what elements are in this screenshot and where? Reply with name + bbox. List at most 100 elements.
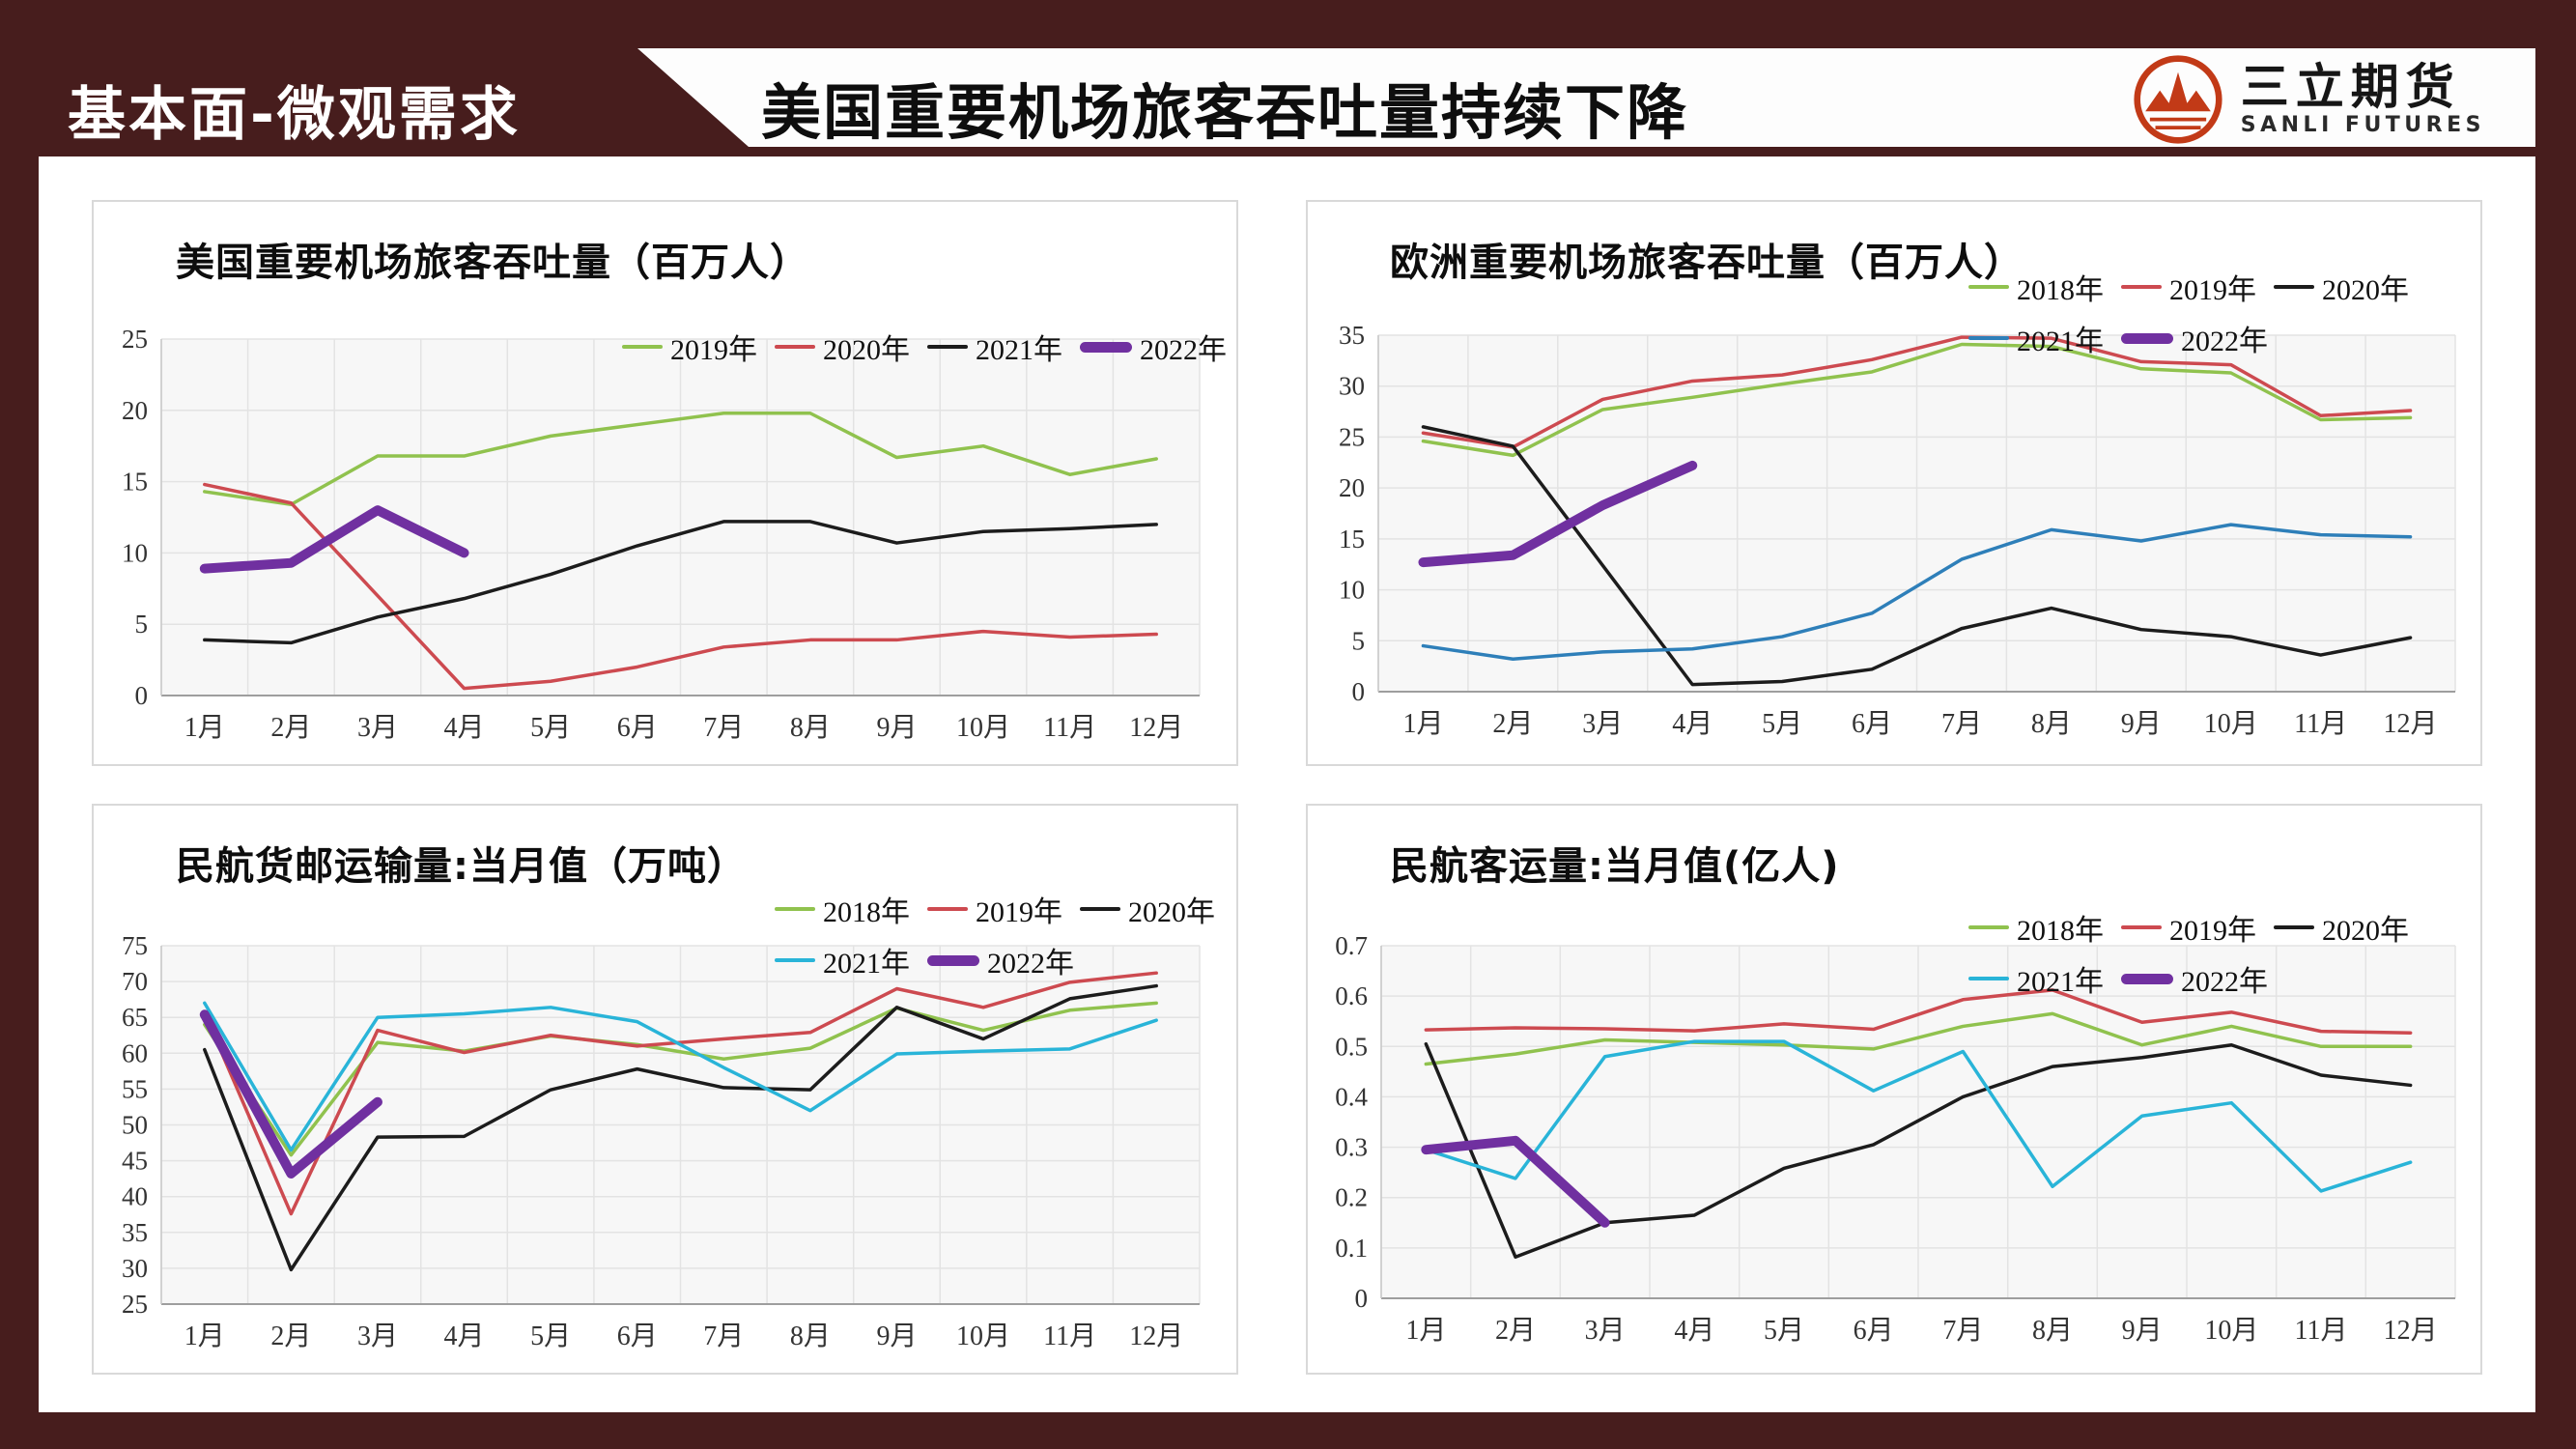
legend-item-2018: 2018年: [1968, 266, 2104, 308]
legend-item-2022: 2022年: [1080, 326, 1227, 368]
svg-text:12月: 12月: [2384, 1316, 2438, 1346]
chart-title: 欧洲重要机场旅客吞吐量（百万人）: [1390, 241, 2024, 285]
chart-card-air-cargo: 民航货邮运输量:当月值（万吨） 25 30 35 40 45 50 55 60 65 70 75 1月…: [92, 804, 1238, 1375]
right-border: [2535, 0, 2576, 1449]
legend-item-2021: 2021年: [1968, 317, 2104, 359]
legend-item-2021: 2021年: [927, 326, 1062, 368]
company-logo: 三立期货 SANLI FUTURES: [2133, 54, 2485, 145]
legend-label: 2022年: [1140, 334, 1227, 366]
legend-swatch: [775, 907, 815, 911]
legend-swatch: [2121, 285, 2162, 289]
svg-text:2月: 2月: [1495, 1316, 1536, 1346]
svg-text:12月: 12月: [1129, 713, 1183, 743]
svg-text:25: 25: [122, 1290, 148, 1319]
svg-text:11月: 11月: [1043, 713, 1096, 743]
legend-swatch: [1968, 285, 2009, 289]
svg-text:0.2: 0.2: [1335, 1183, 1368, 1212]
svg-text:35: 35: [1339, 321, 1365, 350]
svg-text:7月: 7月: [703, 713, 744, 743]
svg-text:4月: 4月: [444, 713, 485, 743]
svg-text:45: 45: [122, 1147, 148, 1176]
legend-swatch: [2274, 925, 2314, 929]
legend-item-2021: 2021年: [775, 939, 910, 981]
svg-text:4月: 4月: [444, 1321, 485, 1351]
svg-text:70: 70: [122, 967, 148, 996]
svg-text:7月: 7月: [1941, 709, 1982, 739]
svg-text:3月: 3月: [1582, 709, 1623, 739]
chart-title: 美国重要机场旅客吞吐量（百万人）: [176, 241, 809, 285]
legend-label: 2021年: [823, 948, 910, 980]
legend-swatch: [622, 345, 663, 349]
svg-text:9月: 9月: [876, 1321, 917, 1351]
svg-text:2月: 2月: [1492, 709, 1533, 739]
chart-legend: 2018年 2019年 2020年 2021年 2022年: [1968, 906, 2409, 1000]
plot-area: 0 5 10 15 20 25 1月 2月 3月 4月 5月 6月 7月 8月 9月 10月 11月 12月: [122, 325, 1201, 743]
svg-text:35: 35: [122, 1218, 148, 1247]
legend-swatch: [2274, 285, 2314, 289]
bottom-border: [0, 1412, 2576, 1449]
svg-text:15: 15: [1339, 525, 1365, 554]
legend-label: 2020年: [1128, 896, 1215, 928]
svg-text:10月: 10月: [2204, 1316, 2258, 1346]
chart-card-air-passengers: 民航客运量:当月值(亿人) 0 0.1 0.2 0.3 0.4 0.5 0.6 0.7 1月 2月…: [1306, 804, 2482, 1375]
svg-text:7月: 7月: [1942, 1316, 1983, 1346]
chart-title: 民航客运量:当月值(亿人): [1390, 844, 1840, 889]
svg-text:5月: 5月: [530, 1321, 571, 1351]
legend-swatch: [1968, 925, 2009, 929]
svg-text:9月: 9月: [2122, 1316, 2163, 1346]
legend-item-2022: 2022年: [927, 939, 1074, 981]
svg-text:8月: 8月: [2032, 1316, 2073, 1346]
svg-text:11月: 11月: [2294, 709, 2347, 739]
legend-item-2018: 2018年: [1968, 906, 2104, 949]
svg-text:0.5: 0.5: [1335, 1032, 1368, 1061]
svg-text:30: 30: [1339, 372, 1365, 401]
svg-text:4月: 4月: [1672, 709, 1713, 739]
legend-label: 2018年: [823, 896, 910, 928]
svg-text:5: 5: [135, 610, 149, 639]
svg-text:0.3: 0.3: [1335, 1133, 1368, 1162]
legend-item-2019: 2019年: [2121, 266, 2256, 308]
svg-text:5: 5: [1352, 626, 1366, 655]
svg-text:0.4: 0.4: [1335, 1082, 1368, 1111]
legend-swatch: [775, 345, 815, 349]
svg-text:10月: 10月: [2204, 709, 2258, 739]
svg-text:9月: 9月: [2121, 709, 2162, 739]
svg-text:2月: 2月: [270, 713, 311, 743]
legend-swatch: [927, 954, 979, 966]
logo-text: 三立期货 SANLI FUTURES: [2241, 63, 2485, 136]
svg-text:10月: 10月: [956, 1321, 1010, 1351]
legend-label: 2019年: [670, 334, 757, 366]
legend-label: 2021年: [2017, 326, 2104, 357]
legend-item-2019: 2019年: [927, 888, 1062, 930]
svg-text:7月: 7月: [703, 1321, 744, 1351]
svg-text:6月: 6月: [1854, 1316, 1894, 1346]
svg-text:0: 0: [135, 681, 149, 710]
svg-text:50: 50: [122, 1111, 148, 1140]
svg-text:1月: 1月: [184, 713, 225, 743]
legend-swatch: [1968, 336, 2009, 340]
svg-text:0.1: 0.1: [1335, 1234, 1368, 1263]
legend-item-2019: 2019年: [2121, 906, 2256, 949]
legend-swatch: [775, 958, 815, 962]
chart-title: 民航货邮运输量:当月值（万吨）: [176, 844, 747, 889]
svg-text:6月: 6月: [1852, 709, 1892, 739]
svg-text:4月: 4月: [1674, 1316, 1714, 1346]
svg-text:10: 10: [122, 538, 148, 567]
svg-text:0: 0: [1352, 677, 1366, 706]
plot-area: 25 30 35 40 45 50 55 60 65 70 75 1月 2月 3月 4月 5月 6月 7月 8月 9月…: [122, 931, 1201, 1351]
svg-text:75: 75: [122, 931, 148, 960]
svg-text:9月: 9月: [876, 713, 917, 743]
legend-item-2018: 2018年: [775, 888, 910, 930]
svg-text:8月: 8月: [2031, 709, 2072, 739]
legend-label: 2021年: [2017, 966, 2104, 998]
svg-text:11月: 11月: [1043, 1321, 1096, 1351]
svg-text:10: 10: [1339, 576, 1365, 605]
legend-swatch: [927, 907, 968, 911]
svg-text:60: 60: [122, 1038, 148, 1067]
section-label: 基本面-微观需求: [68, 81, 521, 149]
legend-swatch: [2121, 973, 2173, 984]
chart-card-us-airport: 美国重要机场旅客吞吐量（百万人） 0 5 10 15 20 25 1月 2月 3月 4月 5月 6月 7…: [92, 200, 1238, 766]
svg-text:10月: 10月: [956, 713, 1010, 743]
legend-item-2022: 2022年: [2121, 317, 2268, 359]
